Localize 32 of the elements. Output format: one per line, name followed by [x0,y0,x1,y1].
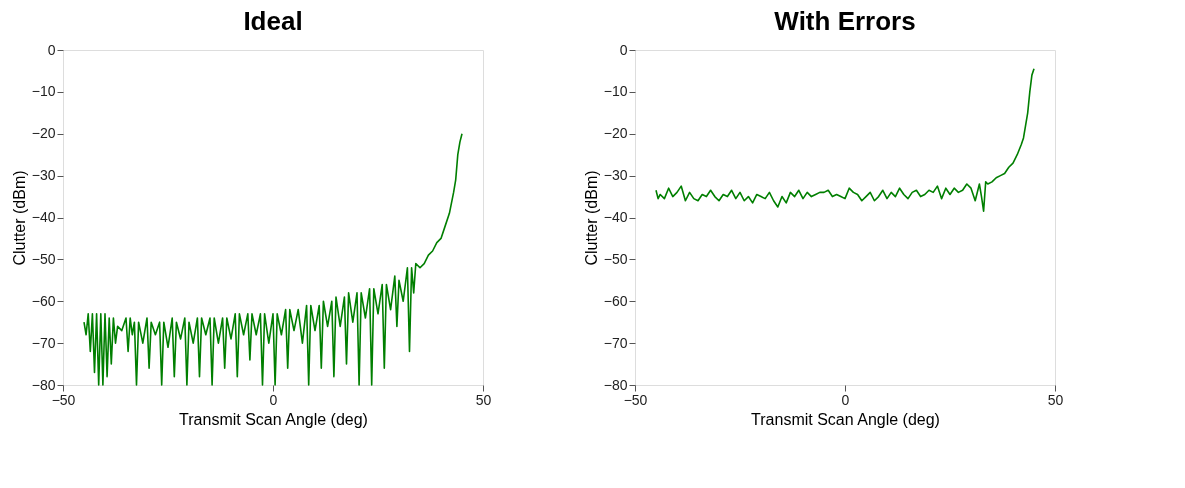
x-tick-label: 50 [1047,391,1064,408]
y-axis-title: Clutter (dBm) [582,170,600,266]
line-series [83,132,463,386]
y-tick-label: −30 [31,167,56,184]
y-tick-label: −60 [31,292,56,309]
y-tick-label: −10 [31,83,56,100]
x-tick-label: 0 [841,391,850,408]
x-tick-label: −50 [51,391,76,408]
x-axis-title: Transmit Scan Angle (deg) [179,410,368,428]
x-tick-label: −50 [623,391,648,408]
y-tick-label: −40 [31,209,56,225]
y-axis-title: Clutter (dBm) [10,170,28,266]
y-tick-label: −20 [31,125,56,142]
y-tick-label: −10 [603,83,628,100]
chart-title: Ideal [243,6,303,36]
y-tick-label: −40 [603,209,628,225]
y-tick-label: −80 [603,376,628,393]
x-tick-label: 50 [475,391,492,408]
chart-title: With Errors [774,6,916,36]
y-tick-label: −70 [603,334,628,351]
y-tick-label: 0 [619,41,628,58]
x-tick-label: 0 [269,391,278,408]
line-series [655,68,1035,213]
y-tick-label: −50 [31,250,56,267]
y-tick-label: −80 [31,376,56,393]
y-tick-label: −30 [603,167,628,184]
y-tick-label: −70 [31,334,56,351]
y-tick-label: −60 [603,292,628,309]
y-tick-label: −20 [603,125,628,142]
x-axis-title: Transmit Scan Angle (deg) [751,410,940,428]
y-tick-label: 0 [47,41,56,58]
y-tick-label: −50 [603,250,628,267]
